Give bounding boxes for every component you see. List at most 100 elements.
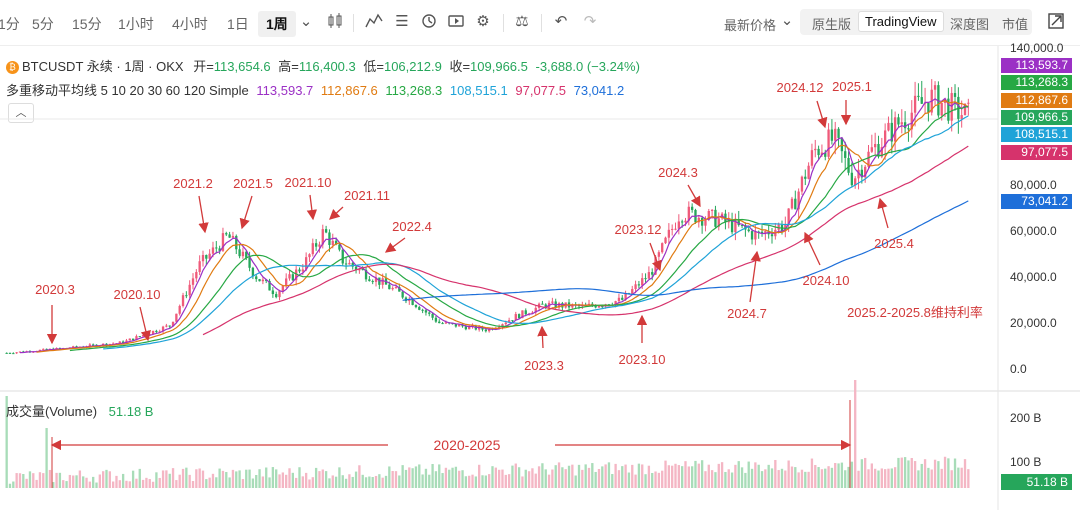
volume-bar <box>534 473 537 488</box>
volume-bar <box>328 478 331 488</box>
candle-body <box>534 307 537 313</box>
settings-gear-icon[interactable]: ⚙ <box>476 13 490 30</box>
volume-bar <box>527 471 531 488</box>
volume-bar <box>484 475 487 488</box>
volume-bar <box>421 474 424 488</box>
compare-scale-icon[interactable]: ⚖ <box>515 13 529 30</box>
volume-bar <box>704 471 707 488</box>
volume-bar <box>108 471 111 488</box>
candle-body <box>840 137 844 152</box>
volume-bar <box>141 479 145 488</box>
tab-native[interactable]: 原生版 <box>812 17 852 32</box>
interval-1m[interactable]: 1分 <box>0 16 20 32</box>
alert-icon[interactable] <box>419 12 439 32</box>
candle-body <box>571 304 574 308</box>
candle-body <box>458 324 461 327</box>
candle-body <box>521 310 524 319</box>
volume-bar <box>724 471 727 488</box>
volume-bar <box>591 463 594 488</box>
legend-collapse-button[interactable]: ︿ <box>8 103 34 123</box>
volume-bar <box>468 475 471 488</box>
candle-body <box>844 151 847 158</box>
annotation-label: 2021.2 <box>173 176 213 191</box>
interval-1d[interactable]: 1日 <box>227 16 249 32</box>
candle-body <box>12 353 15 355</box>
last-price-tag: 109,966.5 <box>1001 110 1072 125</box>
candle-body <box>344 263 348 265</box>
volume-bar <box>351 476 354 488</box>
volume-bar <box>178 474 181 488</box>
volume-bar <box>907 460 910 488</box>
volume-bar <box>857 470 860 488</box>
candle-body <box>92 344 95 346</box>
undo-icon[interactable]: ↶ <box>554 13 568 30</box>
annotation-label: 2022.4 <box>392 219 432 234</box>
candle-body <box>298 269 301 272</box>
volume-bar <box>657 472 661 488</box>
indicators-icon[interactable] <box>364 12 384 32</box>
volume-bar <box>82 476 85 488</box>
annotation-arrow <box>306 194 318 221</box>
volume-bar <box>800 469 804 488</box>
volume-bar <box>268 477 271 488</box>
volume-bar <box>181 468 185 488</box>
candle-body <box>411 298 414 305</box>
candle-body <box>5 352 8 354</box>
volume-bar <box>584 464 587 488</box>
candle-body <box>697 217 700 223</box>
annotation-label: 2021.11 <box>344 188 390 203</box>
okx-logo-icon: ₿ <box>6 61 19 75</box>
candle-body <box>960 115 963 119</box>
ma-legend[interactable]: 多重移动平均线 5 10 20 30 60 120 Simple 113,593… <box>6 80 624 99</box>
volume-bar <box>960 467 963 488</box>
volume-bar <box>338 467 341 488</box>
volume-bar <box>780 468 784 488</box>
candle-body <box>807 165 810 179</box>
tab-depth[interactable]: 深度图 <box>950 17 990 32</box>
candle-body <box>717 218 720 227</box>
tab-tradingview[interactable]: TradingView <box>858 11 944 32</box>
divider <box>503 14 504 32</box>
tab-market-cap[interactable]: 市值 <box>1002 17 1029 32</box>
interval-15m[interactable]: 15分 <box>72 16 102 32</box>
candle-body <box>617 297 621 302</box>
candle-body <box>601 306 604 308</box>
annotation-arrow <box>816 100 828 129</box>
redo-icon[interactable]: ↷ <box>583 13 597 30</box>
volume-bar <box>211 473 215 488</box>
volume-bar <box>737 461 740 488</box>
volume-bar <box>810 458 814 488</box>
interval-5m[interactable]: 5分 <box>32 16 54 32</box>
price-type-select[interactable]: 最新价格 <box>724 18 777 33</box>
volume-bar <box>807 471 810 488</box>
price-axis-label: 0.0 <box>1010 362 1027 376</box>
volume-bar <box>261 476 265 488</box>
interval-dropdown-icon[interactable]: ⌄ <box>299 13 313 30</box>
templates-icon[interactable]: ☰ <box>395 13 409 30</box>
candle-type-icon[interactable] <box>325 12 345 32</box>
interval-1w[interactable]: 1周 <box>258 11 296 37</box>
fullscreen-icon[interactable] <box>1046 12 1066 32</box>
volume-bar <box>364 477 368 488</box>
candle-body <box>511 320 514 322</box>
volume-bar <box>893 467 897 488</box>
interval-1h[interactable]: 1小时 <box>118 16 154 32</box>
candle-body <box>800 176 804 192</box>
volume-bar <box>754 462 757 488</box>
candle-body <box>431 313 434 318</box>
high-label: 高= <box>278 59 299 74</box>
candle-body <box>641 278 644 286</box>
replay-icon[interactable] <box>446 12 466 32</box>
volume-bar <box>275 469 278 488</box>
annotation-label: 2025.2-2025.8维持利率 <box>847 305 983 320</box>
volume-bar <box>12 481 15 488</box>
interval-4h[interactable]: 4小时 <box>172 16 208 32</box>
candle-body <box>481 326 484 330</box>
candle-body <box>42 348 45 350</box>
volume-bar <box>920 463 923 488</box>
volume-bar <box>631 464 634 488</box>
price-type-chevron-icon[interactable]: ⌄ <box>780 12 794 29</box>
volume-bar <box>577 464 581 488</box>
candle-body <box>341 249 344 264</box>
